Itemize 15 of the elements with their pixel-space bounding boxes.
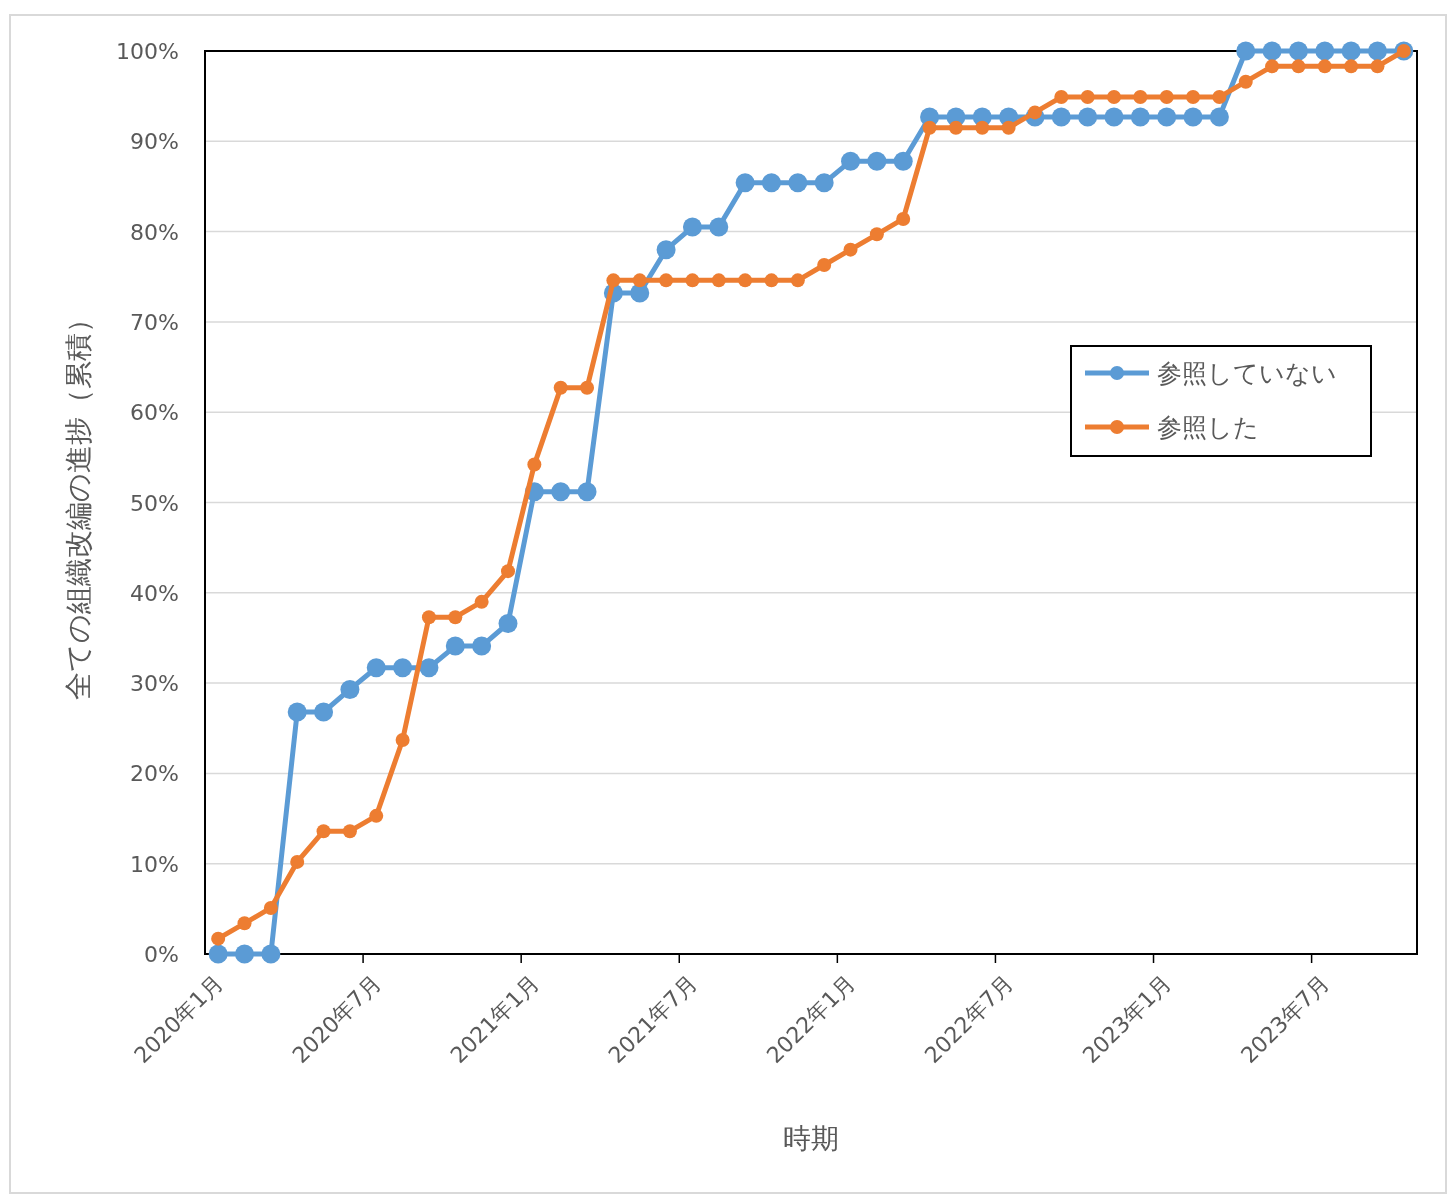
legend-label: 参照した (1157, 413, 1259, 442)
x-axis-title: 時期 (783, 1122, 839, 1155)
y-tick-label: 90% (130, 129, 179, 155)
y-tick-label: 70% (130, 309, 179, 335)
y-tick-label: 50% (130, 490, 179, 516)
y-tick-label: 20% (130, 761, 179, 787)
y-tick-label: 80% (130, 219, 179, 245)
y-tick-label: 30% (130, 671, 179, 697)
y-axis-title: 全ての組織改編の進捗（累積） (62, 305, 95, 700)
y-tick-label: 0% (144, 942, 179, 967)
y-tick-label: 100% (116, 39, 179, 64)
y-tick-label: 10% (130, 851, 179, 877)
y-tick-label: 40% (130, 580, 179, 606)
y-tick-label: 60% (130, 400, 179, 426)
legend-label: 参照していない (1157, 359, 1337, 388)
